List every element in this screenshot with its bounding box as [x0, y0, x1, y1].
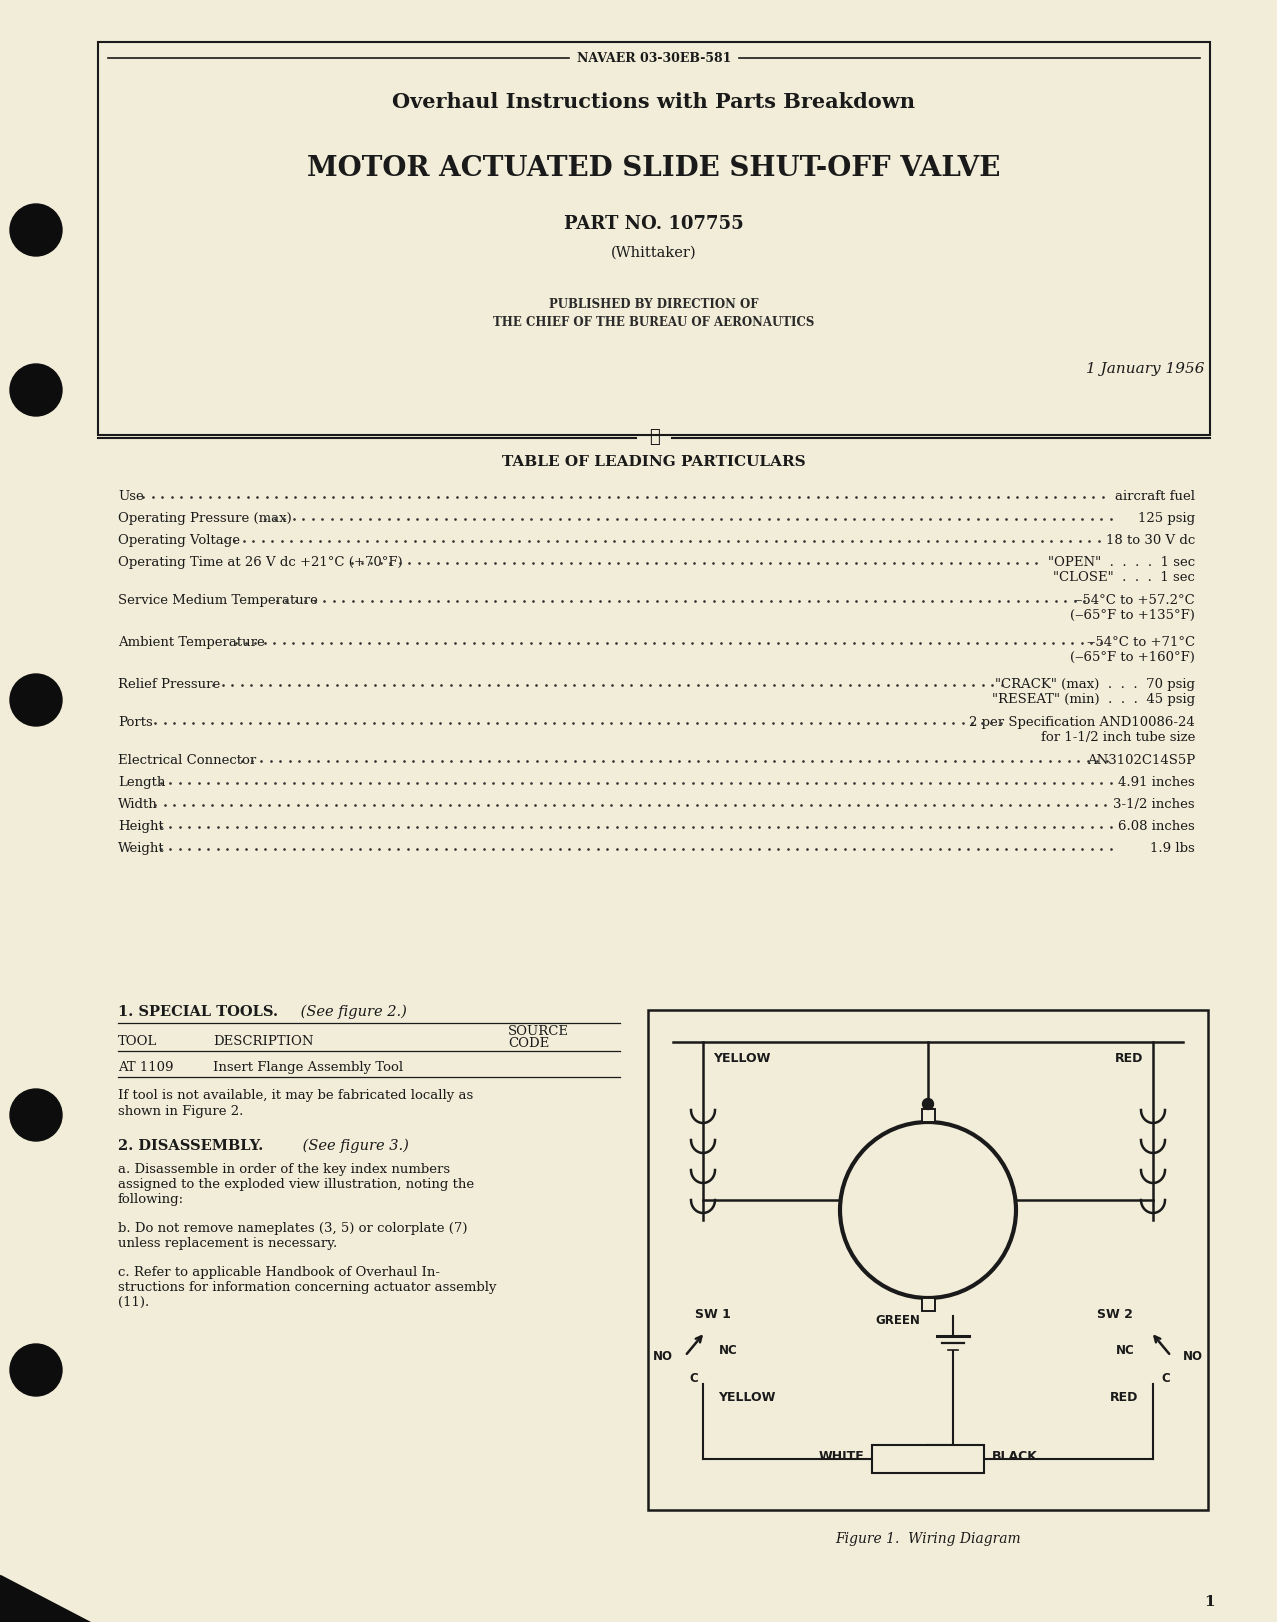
Text: for 1-1/2 inch tube size: for 1-1/2 inch tube size — [1041, 732, 1195, 744]
Text: b. Do not remove nameplates (3, 5) or colorplate (7): b. Do not remove nameplates (3, 5) or co… — [117, 1221, 467, 1234]
Circle shape — [10, 1088, 63, 1140]
Text: "CRACK" (max)  .  .  .  70 psig: "CRACK" (max) . . . 70 psig — [995, 678, 1195, 691]
Text: 2 per Specification AND10086-24: 2 per Specification AND10086-24 — [969, 715, 1195, 728]
Circle shape — [10, 675, 63, 727]
Text: DESCRIPTION: DESCRIPTION — [213, 1035, 313, 1048]
Text: SW 2: SW 2 — [1097, 1307, 1133, 1320]
Text: SW 1: SW 1 — [695, 1307, 730, 1320]
Circle shape — [10, 363, 63, 415]
Text: Height: Height — [117, 821, 163, 834]
Text: 18 to 30 V dc: 18 to 30 V dc — [1106, 534, 1195, 547]
Text: ★: ★ — [649, 428, 659, 446]
Circle shape — [922, 1098, 933, 1109]
Text: unless replacement is necessary.: unless replacement is necessary. — [117, 1238, 337, 1251]
Text: PUBLISHED BY DIRECTION OF: PUBLISHED BY DIRECTION OF — [549, 298, 759, 311]
Text: AN3102C14S5P: AN3102C14S5P — [1087, 754, 1195, 767]
Text: RED: RED — [1115, 1053, 1143, 1066]
Bar — [922, 1298, 935, 1311]
Text: CODE: CODE — [508, 1036, 549, 1049]
Text: Ambient Temperature: Ambient Temperature — [117, 636, 264, 649]
Text: a. Disassemble in order of the key index numbers: a. Disassemble in order of the key index… — [117, 1163, 450, 1176]
Text: MOTOR ACTUATED SLIDE SHUT-OFF VALVE: MOTOR ACTUATED SLIDE SHUT-OFF VALVE — [308, 156, 1001, 182]
Text: SOURCE: SOURCE — [508, 1025, 570, 1038]
Text: "CLOSE"  .  .  .  1 sec: "CLOSE" . . . 1 sec — [1054, 571, 1195, 584]
Circle shape — [10, 204, 63, 256]
Text: 4.91 inches: 4.91 inches — [1119, 775, 1195, 788]
Text: following:: following: — [117, 1194, 184, 1207]
Text: THE CHIEF OF THE BUREAU OF AERONAUTICS: THE CHIEF OF THE BUREAU OF AERONAUTICS — [493, 316, 815, 329]
Text: GREEN: GREEN — [875, 1314, 919, 1327]
Text: c. Refer to applicable Handbook of Overhaul In-: c. Refer to applicable Handbook of Overh… — [117, 1267, 441, 1280]
Text: Operating Time at 26 V dc +21°C (+70°F): Operating Time at 26 V dc +21°C (+70°F) — [117, 556, 402, 569]
Text: (See figure 3.): (See figure 3.) — [298, 1139, 409, 1153]
Bar — [872, 1445, 985, 1473]
Text: shown in Figure 2.: shown in Figure 2. — [117, 1105, 244, 1118]
Text: 1.9 lbs: 1.9 lbs — [1151, 842, 1195, 855]
Text: Weight: Weight — [117, 842, 165, 855]
Text: Insert Flange Assembly Tool: Insert Flange Assembly Tool — [213, 1061, 404, 1074]
Text: PART NO. 107755: PART NO. 107755 — [564, 216, 744, 234]
Text: "RESEAT" (min)  .  .  .  45 psig: "RESEAT" (min) . . . 45 psig — [992, 693, 1195, 706]
Text: NC: NC — [1116, 1345, 1135, 1358]
Text: (‒65°F to +135°F): (‒65°F to +135°F) — [1070, 608, 1195, 621]
Text: BLACK: BLACK — [992, 1450, 1038, 1463]
Text: NAVAER 03-30EB-581: NAVAER 03-30EB-581 — [577, 52, 732, 65]
Text: AT 1109: AT 1109 — [117, 1061, 174, 1074]
Text: Overhaul Instructions with Parts Breakdown: Overhaul Instructions with Parts Breakdo… — [392, 92, 916, 112]
Text: WHITE: WHITE — [819, 1450, 865, 1463]
Text: Operating Voltage: Operating Voltage — [117, 534, 240, 547]
Text: (See figure 2.): (See figure 2.) — [296, 1006, 407, 1019]
Bar — [922, 1109, 935, 1122]
Text: NC: NC — [719, 1345, 738, 1358]
Text: (‒65°F to +160°F): (‒65°F to +160°F) — [1070, 650, 1195, 663]
Text: NO: NO — [1183, 1350, 1203, 1362]
Text: D: D — [877, 1448, 886, 1461]
Text: 3-1/2 inches: 3-1/2 inches — [1114, 798, 1195, 811]
Bar — [98, 42, 1211, 435]
Text: aircraft fuel: aircraft fuel — [1115, 490, 1195, 503]
Text: E: E — [927, 1448, 935, 1461]
Text: If tool is not available, it may be fabricated locally as: If tool is not available, it may be fabr… — [117, 1088, 474, 1101]
Text: NO: NO — [653, 1350, 673, 1362]
Text: RED: RED — [1110, 1392, 1138, 1405]
Text: 1 January 1956: 1 January 1956 — [1087, 362, 1205, 376]
Text: Relief Pressure: Relief Pressure — [117, 678, 220, 691]
Text: Length: Length — [117, 775, 166, 788]
Text: "OPEN"  .  .  .  .  1 sec: "OPEN" . . . . 1 sec — [1048, 556, 1195, 569]
Text: Use: Use — [117, 490, 144, 503]
Text: 125 psig: 125 psig — [1138, 513, 1195, 526]
Polygon shape — [0, 1575, 89, 1622]
Text: TOOL: TOOL — [117, 1035, 157, 1048]
Text: Electrical Connector: Electrical Connector — [117, 754, 257, 767]
Text: Figure 1.  Wiring Diagram: Figure 1. Wiring Diagram — [835, 1533, 1020, 1546]
Circle shape — [10, 1345, 63, 1397]
Text: (Whittaker): (Whittaker) — [612, 247, 697, 260]
Text: C: C — [690, 1372, 697, 1385]
Text: B: B — [903, 1448, 911, 1461]
Text: TABLE OF LEADING PARTICULARS: TABLE OF LEADING PARTICULARS — [502, 456, 806, 469]
Text: A: A — [951, 1448, 959, 1461]
Text: C: C — [1161, 1372, 1170, 1385]
Text: 1. SPECIAL TOOLS.: 1. SPECIAL TOOLS. — [117, 1006, 278, 1019]
Text: 2. DISASSEMBLY.: 2. DISASSEMBLY. — [117, 1139, 263, 1153]
Text: Width: Width — [117, 798, 158, 811]
Text: assigned to the exploded view illustration, noting the: assigned to the exploded view illustrati… — [117, 1178, 474, 1191]
Text: ‒54°C to +57.2°C: ‒54°C to +57.2°C — [1074, 594, 1195, 607]
Text: 6.08 inches: 6.08 inches — [1119, 821, 1195, 834]
Bar — [647, 1011, 1208, 1510]
Text: C: C — [976, 1448, 985, 1461]
Text: ‒54°C to +71°C: ‒54°C to +71°C — [1087, 636, 1195, 649]
Text: YELLOW: YELLOW — [718, 1392, 775, 1405]
Text: structions for information concerning actuator assembly: structions for information concerning ac… — [117, 1281, 497, 1294]
Text: Service Medium Temperature: Service Medium Temperature — [117, 594, 318, 607]
Text: Ports: Ports — [117, 715, 153, 728]
Text: 1: 1 — [1204, 1594, 1214, 1609]
Text: YELLOW: YELLOW — [713, 1053, 770, 1066]
Text: Operating Pressure (max): Operating Pressure (max) — [117, 513, 291, 526]
Text: (11).: (11). — [117, 1296, 149, 1309]
